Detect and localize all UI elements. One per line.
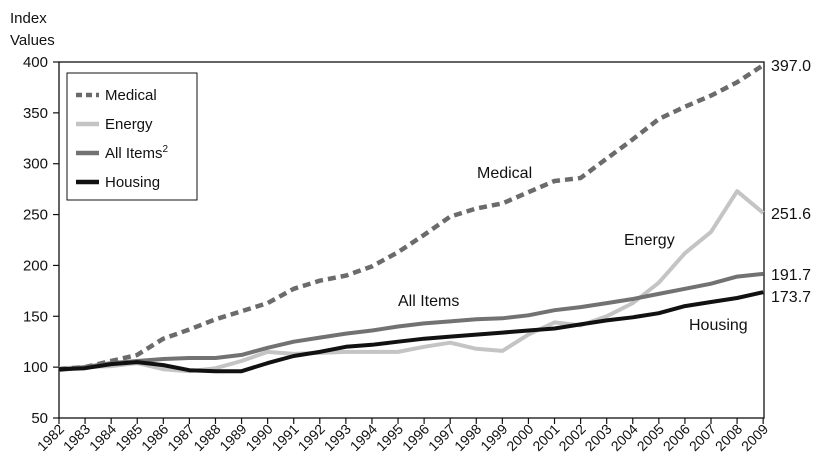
x-tick-label: 1989: [216, 421, 249, 454]
y-axis-title-line-2: Values: [10, 32, 55, 49]
x-tick-label: 1992: [295, 421, 328, 454]
end-value-housing: 173.7: [771, 289, 811, 306]
x-tick-label: 2005: [634, 421, 667, 454]
x-tick-label: 1983: [60, 421, 93, 454]
end-value-medical: 397.0: [771, 58, 811, 75]
x-tick-label: 1985: [112, 421, 145, 454]
series-line-energy: [58, 189, 765, 374]
x-axis: 1982198319841985198619871988198919901991…: [34, 418, 771, 454]
series-label-medical: Medical: [477, 165, 532, 182]
y-tick-label: 150: [23, 308, 48, 325]
series-end-labels: 397.0 251.6 191.7 173.7: [771, 58, 811, 306]
x-tick-label: 2002: [555, 421, 588, 454]
y-tick-label: 350: [23, 105, 48, 122]
legend-label-medical: Medical: [105, 87, 157, 104]
x-tick-label: 1987: [164, 421, 197, 454]
series-lines: [58, 63, 765, 374]
y-axis-title-line-1: Index: [10, 10, 47, 27]
series-line-medical: [58, 63, 765, 372]
series-label-energy: Energy: [624, 232, 675, 249]
x-tick-label: 1993: [321, 421, 354, 454]
x-tick-label: 1990: [242, 421, 275, 454]
x-tick-label: 1988: [190, 421, 223, 454]
x-tick-label: 1984: [86, 421, 119, 454]
x-tick-label: 2004: [608, 421, 641, 454]
y-tick-label: 400: [23, 54, 48, 71]
legend-label-all-items: All Items2: [105, 144, 169, 162]
y-tick-label: 100: [23, 359, 48, 376]
x-tick-label: 2001: [529, 421, 562, 454]
x-tick-label: 2007: [686, 421, 719, 454]
plot-area-frame: [58, 61, 765, 419]
legend-label-housing: Housing: [105, 174, 160, 191]
y-axis: 50 100 150 200 250 300 350 400: [23, 54, 59, 427]
legend-label-energy: Energy: [105, 116, 153, 133]
x-tick-label: 2008: [712, 421, 745, 454]
end-value-all-items: 191.7: [771, 267, 811, 284]
y-tick-label: 50: [31, 410, 48, 427]
x-tick-label: 1995: [373, 421, 406, 454]
x-tick-label: 1997: [425, 421, 458, 454]
x-tick-label: 2009: [738, 421, 771, 454]
y-tick-label: 300: [23, 156, 48, 173]
series-line-housing: [58, 290, 764, 374]
y-tick-label: 200: [23, 257, 48, 274]
end-value-energy: 251.6: [771, 206, 811, 223]
x-tick-label: 1994: [347, 421, 380, 454]
y-axis-title: Index Values: [10, 10, 55, 49]
x-tick-label: 1986: [138, 421, 171, 454]
x-tick-label: 1991: [268, 421, 301, 454]
series-label-all-items: All Items: [398, 293, 459, 310]
x-tick-label: 1999: [477, 421, 510, 454]
series-label-housing: Housing: [689, 317, 748, 334]
x-tick-label: 2000: [503, 421, 536, 454]
x-tick-label: 2003: [581, 421, 614, 454]
x-tick-label: 2006: [660, 421, 693, 454]
x-tick-label: 1998: [451, 421, 484, 454]
y-tick-label: 250: [23, 207, 48, 224]
series-inline-labels: Medical Energy All Items Housing: [398, 165, 748, 334]
legend: Medical Energy All Items2 Housing: [66, 72, 198, 201]
x-tick-label: 1996: [399, 421, 432, 454]
series-line-all-items: [58, 271, 764, 373]
